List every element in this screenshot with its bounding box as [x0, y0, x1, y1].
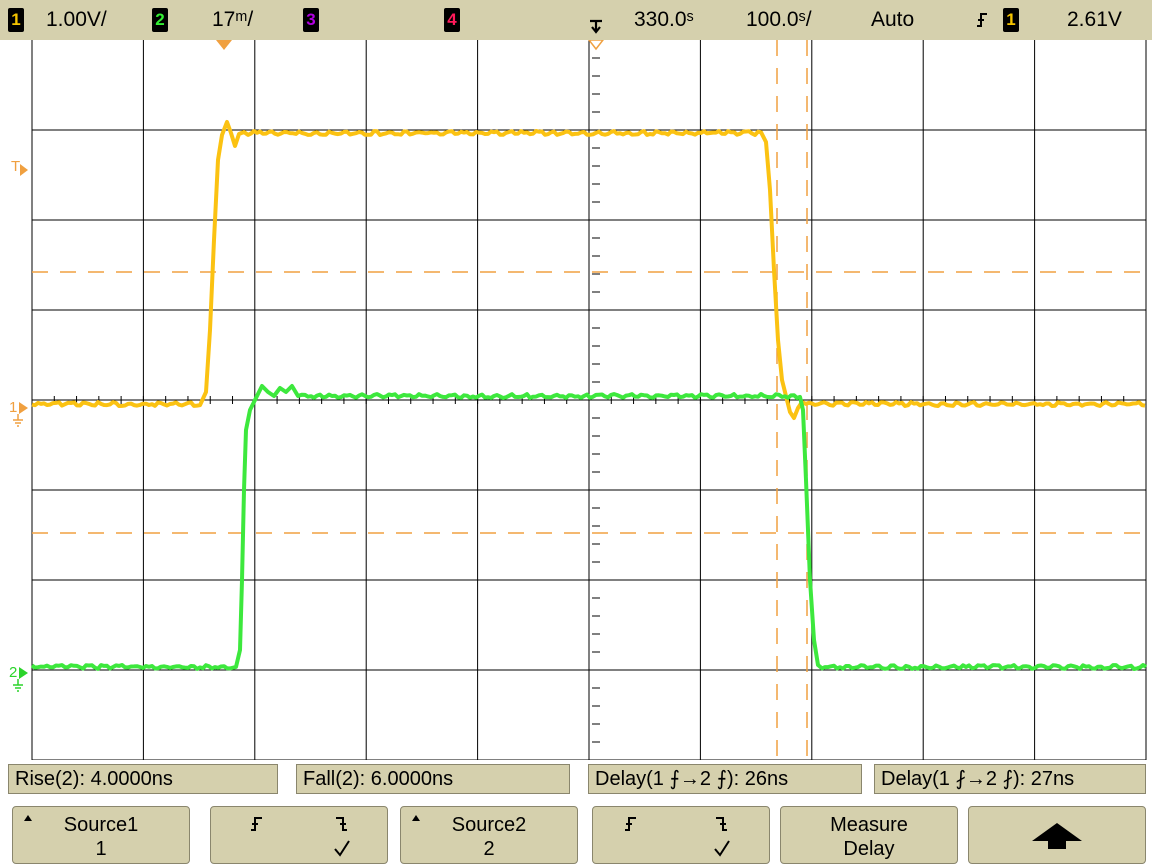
ch1-ground-arrow — [19, 402, 28, 414]
source1-value: 1 — [95, 838, 107, 860]
ch3-badge[interactable]: 3 — [303, 8, 319, 32]
up-triangle-icon — [412, 815, 420, 821]
ch2-ground-marker: 2 — [9, 664, 17, 681]
waveform-display[interactable]: T 1 2 — [0, 40, 1152, 760]
source2-label: Source2 — [451, 814, 527, 836]
rise-time-readout: Rise(2): 4.0000ns — [8, 764, 278, 794]
ch1-ground-icon — [13, 414, 23, 427]
ch2-scale: 17ᵐ/ — [212, 8, 254, 31]
source1-edge-softkey[interactable] — [210, 806, 388, 864]
rising-edge-icon — [251, 817, 262, 831]
source2-softkey[interactable]: Source2 2 — [400, 806, 578, 864]
trigger-position-icon — [590, 19, 602, 34]
measure-delay-softkey[interactable]: Measure Delay — [780, 806, 958, 864]
trigger-level-marker: T — [11, 158, 20, 175]
source2-value: 2 — [483, 838, 495, 860]
time-scale: 100.0ˢ/ — [746, 8, 812, 31]
measurement-bar: Rise(2): 4.0000ns Fall(2): 6.0000ns Dela… — [0, 760, 1152, 798]
rise-delay-readout: Delay(1 ⨍→2 ⨍): 26ns — [588, 764, 862, 794]
ch1-scale: 1.00V/ — [46, 8, 107, 31]
falling-edge-icon — [716, 817, 727, 831]
rising-edge-icon — [625, 817, 636, 831]
fall-delay-readout: Delay(1 ⨏→2 ⨏): 27ns — [874, 764, 1146, 794]
trigger-time-marker-center — [588, 40, 604, 51]
ch2-ground-arrow — [19, 667, 28, 679]
trigger-mode[interactable]: Auto — [871, 8, 915, 31]
trigger-source-badge[interactable]: 1 — [1003, 8, 1019, 32]
ch2-waveform — [30, 384, 1148, 671]
trigger-level: 2.61V — [1067, 8, 1122, 31]
source2-edge-softkey[interactable] — [592, 806, 770, 864]
rising-edge-icon — [977, 13, 987, 27]
falling-edge-icon — [336, 817, 347, 831]
graticule — [31, 40, 1147, 760]
check-icon — [334, 840, 350, 857]
ch1-waveform — [31, 120, 1146, 420]
fall-time-readout: Fall(2): 6.0000ns — [296, 764, 570, 794]
up-arrow-icon — [1032, 823, 1082, 849]
time-delay: 330.0ˢ — [634, 8, 694, 31]
trigger-time-marker-ch1 — [216, 40, 232, 50]
measure-label: Measure — [830, 814, 908, 836]
measurement-cursors — [32, 40, 1146, 760]
ch1-badge[interactable]: 1 — [8, 8, 24, 32]
ch1-ground-marker: 1 — [9, 399, 17, 416]
softkey-row: Source1 1 Source2 2 Measure Delay — [0, 798, 1152, 867]
up-triangle-icon — [24, 815, 32, 821]
source1-softkey[interactable]: Source1 1 — [12, 806, 190, 864]
trigger-level-arrow — [20, 164, 28, 176]
source1-label: Source1 — [63, 814, 139, 836]
ch2-ground-icon — [13, 679, 23, 692]
measure-value: Delay — [843, 838, 895, 860]
status-bar: 1 1.00V/ 2 17ᵐ/ 3 4 330.0ˢ 100.0ˢ/ Auto … — [0, 0, 1152, 40]
ch4-badge[interactable]: 4 — [444, 8, 460, 32]
return-softkey[interactable] — [968, 806, 1146, 864]
ch2-badge[interactable]: 2 — [152, 8, 168, 32]
check-icon — [714, 840, 730, 857]
